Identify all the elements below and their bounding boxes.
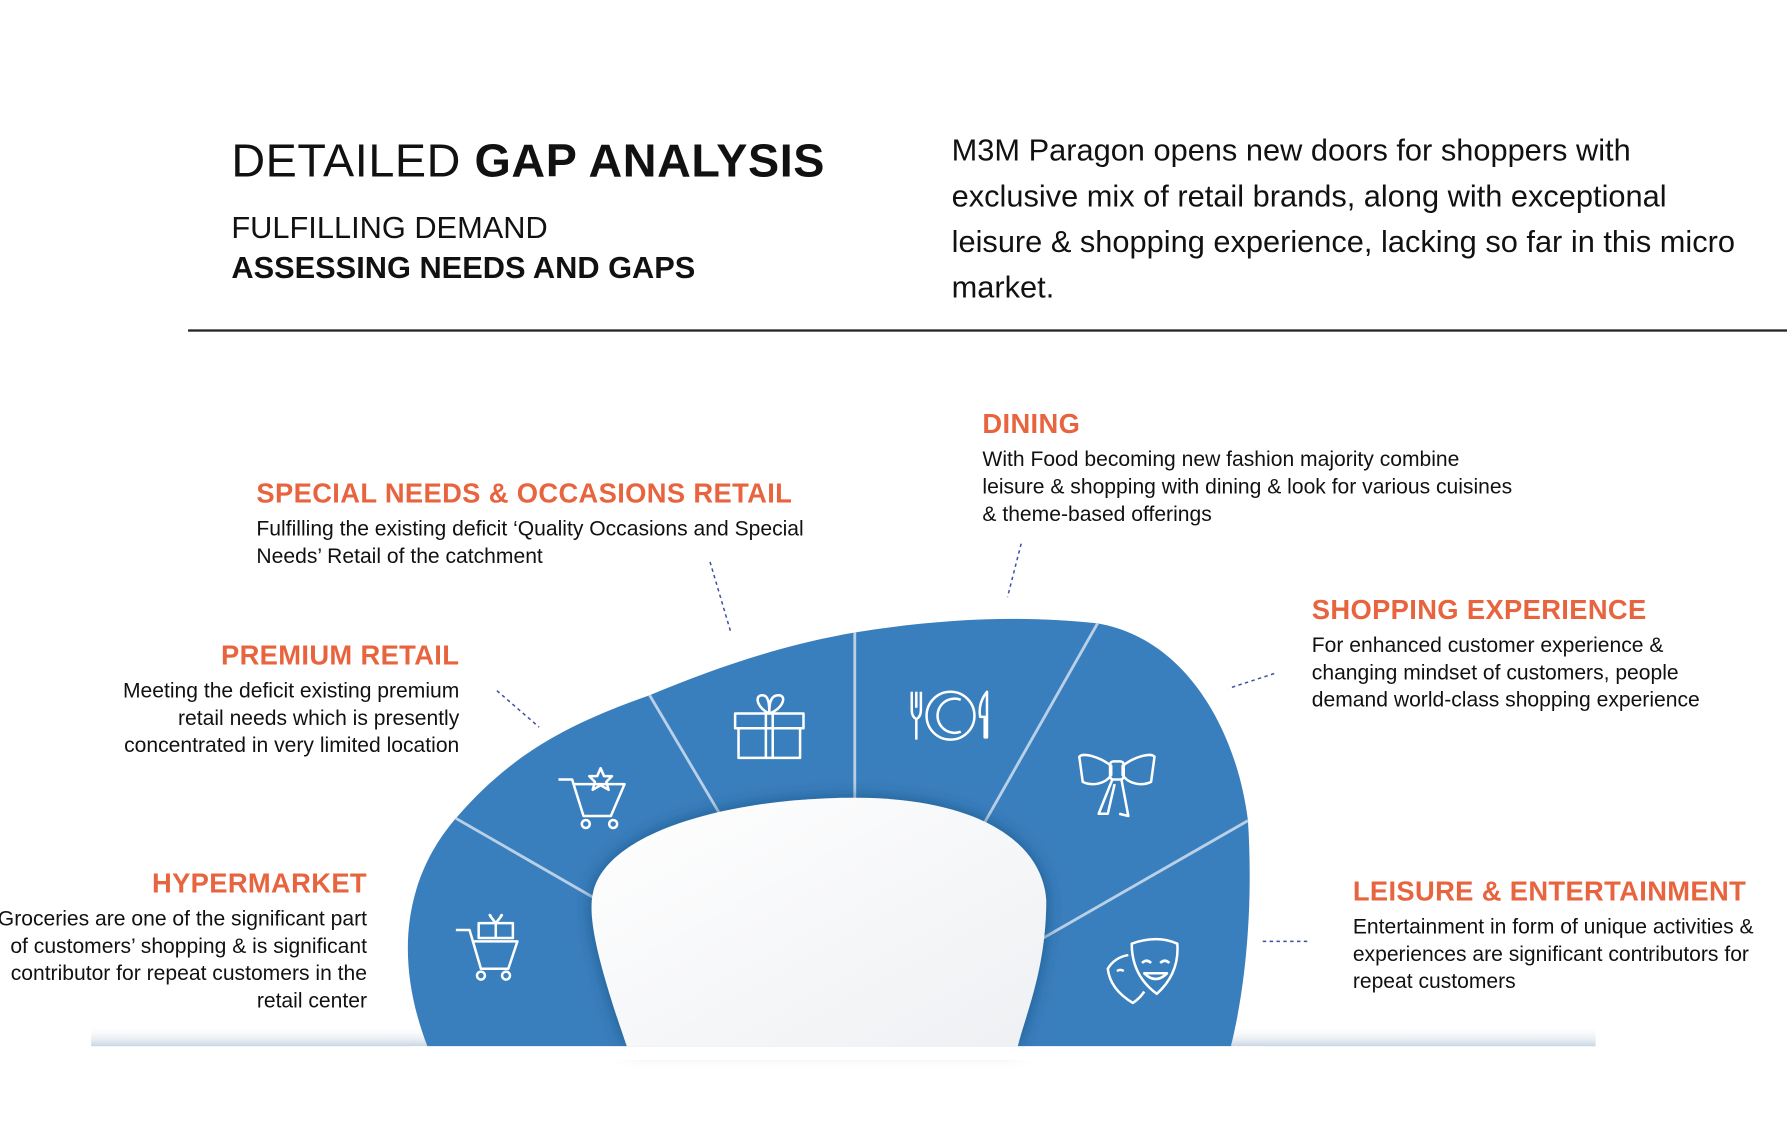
title-bold: GAP ANALYSIS: [474, 134, 825, 187]
segment-leisure-entertainment: LEISURE & ENTERTAINMENT Entertainment in…: [1353, 876, 1775, 995]
title-light: DETAILED: [231, 134, 475, 187]
subtitle-assessing: ASSESSING NEEDS AND GAPS: [231, 250, 696, 285]
divider: [188, 329, 1787, 332]
segment-shopping-experience: SHOPPING EXPERIENCE For enhanced custome…: [1312, 595, 1745, 714]
horseshoe-inner: [591, 797, 1047, 1047]
leader-lines: [496, 543, 1311, 943]
segment-hypermarket: HYPERMARKET Groceries are one of the sig…: [0, 868, 367, 1014]
segment-heading: SPECIAL NEEDS & OCCASIONS RETAIL: [256, 478, 793, 510]
subtitle-fulfilling: FULFILLING DEMAND: [231, 210, 548, 246]
page-title: DETAILED GAP ANALYSIS: [231, 134, 825, 188]
segment-dividers: [455, 622, 1249, 942]
segment-heading: SHOPPING EXPERIENCE: [1311, 594, 1647, 626]
segment-special-needs: SPECIAL NEEDS & OCCASIONS RETAIL Fulfill…: [256, 479, 860, 570]
cart-gift-icon: [455, 913, 519, 981]
segment-heading: LEISURE & ENTERTAINMENT: [1352, 876, 1747, 908]
segment-body: Fulfilling the existing deficit ‘Quality…: [256, 516, 804, 568]
cart-star-icon: [558, 766, 626, 830]
segment-heading: DINING: [982, 409, 1081, 440]
segment-body: For enhanced customer experience & chang…: [1311, 632, 1700, 712]
segment-dining: DINING With Food becoming new fashion ma…: [982, 409, 1518, 528]
segment-body: Groceries are one of the significant par…: [0, 906, 367, 1013]
bow-ribbon-icon: [1078, 753, 1156, 818]
segment-body: Entertainment in form of unique activiti…: [1352, 914, 1754, 993]
segment-body: With Food becoming new fashion majority …: [982, 446, 1513, 526]
segment-body: Meeting the deficit existing premium ret…: [122, 678, 460, 757]
intro-paragraph: M3M Paragon opens new doors for shoppers…: [951, 133, 1736, 305]
plate-cutlery-icon: [910, 690, 989, 741]
segment-heading: PREMIUM RETAIL: [220, 640, 460, 672]
segment-heading: HYPERMARKET: [151, 868, 367, 900]
segment-premium-retail: PREMIUM RETAIL Meeting the deficit exist…: [83, 641, 459, 760]
theatre-masks-icon: [1106, 937, 1179, 1005]
gift-box-icon: [733, 693, 805, 760]
